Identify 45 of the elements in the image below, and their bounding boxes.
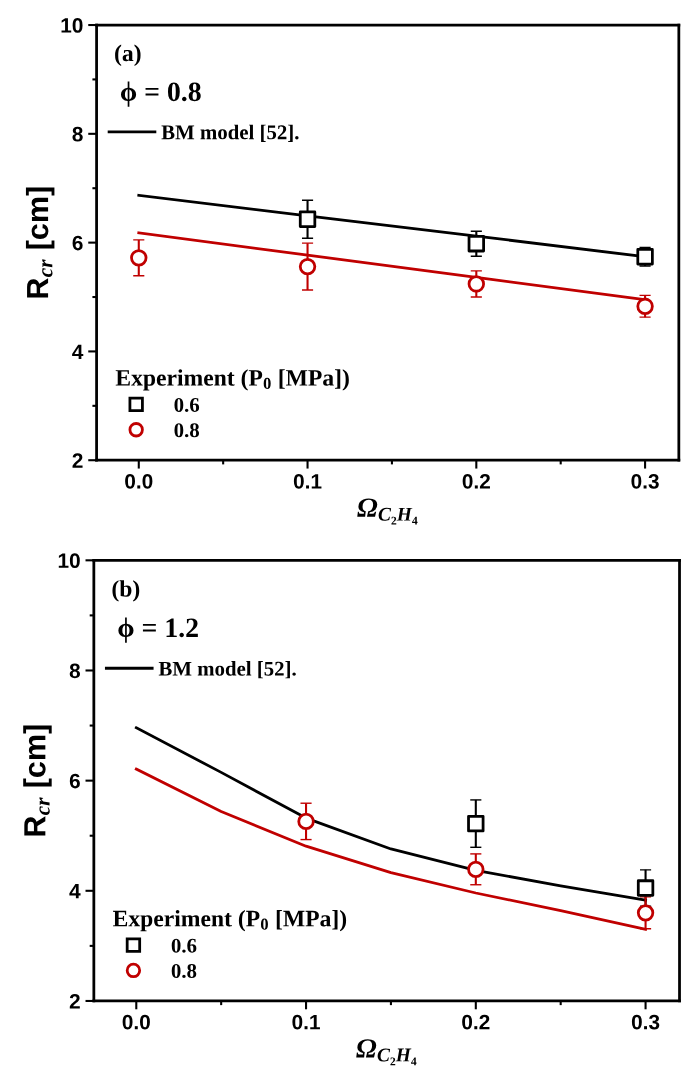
x-tick-label: 0.3 xyxy=(631,1014,660,1030)
point xyxy=(467,860,485,878)
point xyxy=(298,210,317,228)
x-tick-label: 0.2 xyxy=(462,1014,490,1030)
point xyxy=(297,812,315,831)
point xyxy=(298,257,317,276)
y-axis-title: R$_{cr}$ [cm] xyxy=(25,187,55,298)
y-tick-label: 8 xyxy=(72,126,83,142)
y-tick-label: 6 xyxy=(69,773,80,789)
annotation: ϕ = 1.2 xyxy=(118,617,198,643)
annotation: (b) xyxy=(112,580,140,602)
y-tick-label: 10 xyxy=(58,553,80,569)
legend-title: Experiment (P$_{0}$ [MPa]) xyxy=(113,909,347,932)
annotation: ϕ = 0.8 xyxy=(120,81,201,107)
point xyxy=(467,235,485,253)
y-tick-label: 2 xyxy=(72,453,83,468)
legend-label: 0.6 xyxy=(171,938,197,953)
x-tick-label: 0.3 xyxy=(631,473,659,489)
x-tick-label: 0.1 xyxy=(292,1014,320,1030)
x-tick-label: 0.0 xyxy=(122,1014,150,1030)
y-tick-label: 10 xyxy=(61,18,83,33)
legend-title: Experiment (P$_{0}$ [MPa]) xyxy=(115,369,349,391)
y-axis-title: R$_{cr}$ [cm] xyxy=(23,725,52,836)
legend-label: BM model [52]. xyxy=(161,124,299,142)
point xyxy=(636,297,654,315)
legend-label: 0.8 xyxy=(174,423,200,438)
legend-label: 0.6 xyxy=(174,397,200,413)
legend-label: 0.8 xyxy=(171,963,197,979)
y-tick-label: 6 xyxy=(72,235,83,251)
x-axis-title: Ω$_{C₂H₄}$ xyxy=(356,1039,417,1066)
y-tick-label: 2 xyxy=(69,993,80,1009)
x-axis-title: Ω$_{C₂H₄}$ xyxy=(357,498,418,525)
point xyxy=(636,904,655,922)
x-tick-label: 0.0 xyxy=(125,473,153,489)
y-tick-label: 8 xyxy=(69,663,81,679)
y-tick-label: 4 xyxy=(69,884,81,899)
annotation: (a) xyxy=(115,44,141,67)
point xyxy=(467,275,485,293)
x-tick-label: 0.2 xyxy=(462,473,490,489)
point xyxy=(636,879,655,897)
y-tick-label: 4 xyxy=(72,344,84,359)
point xyxy=(467,814,485,833)
legend-label: BM model [52]. xyxy=(158,661,296,679)
x-tick-label: 0.1 xyxy=(293,473,322,489)
point xyxy=(130,249,148,267)
